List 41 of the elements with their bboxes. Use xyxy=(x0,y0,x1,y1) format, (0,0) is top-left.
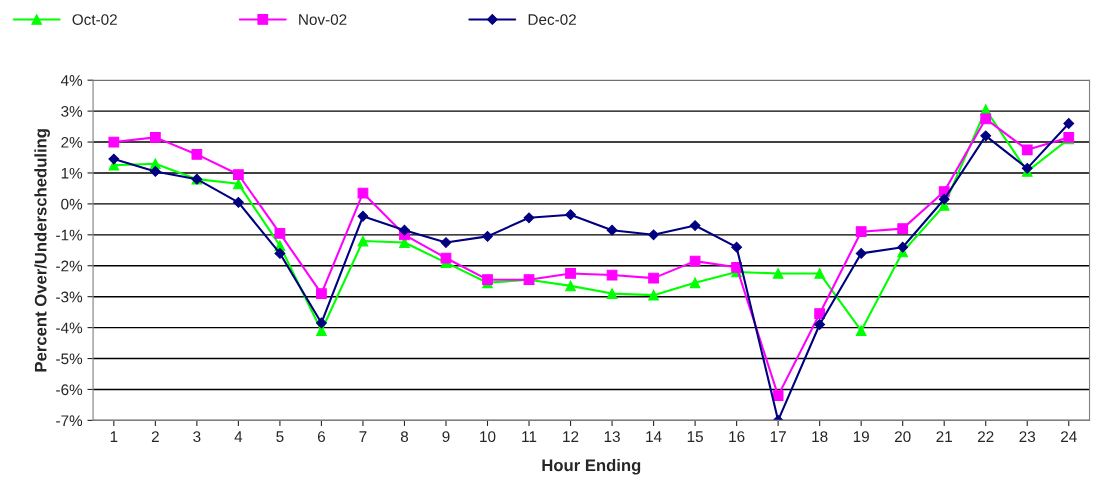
y-tick-label: -5% xyxy=(56,353,83,365)
x-tick-label: 9 xyxy=(442,431,450,443)
y-tick-label: 2% xyxy=(61,136,83,148)
y-tick-label: -4% xyxy=(56,322,83,334)
x-tick-label: 8 xyxy=(400,431,409,443)
y-tick-label: 3% xyxy=(61,105,83,117)
x-tick-label: 23 xyxy=(1019,431,1036,443)
y-tick-label: -1% xyxy=(56,229,83,241)
y-tick-label: 4% xyxy=(60,75,83,86)
x-tick-label: 16 xyxy=(729,431,745,443)
x-axis-title: Hour Ending xyxy=(542,458,641,475)
y-tick-label: 0% xyxy=(61,198,83,210)
x-tick-label: 6 xyxy=(317,431,326,443)
y-axis-title: Percent Over/Underscheduling xyxy=(34,129,50,372)
y-tick-label: -6% xyxy=(56,384,83,396)
y-tick-label: -2% xyxy=(56,260,83,272)
x-tick-label: 11 xyxy=(522,431,537,442)
x-tick-label: 5 xyxy=(276,431,284,443)
y-tick-label: -7% xyxy=(56,415,83,427)
x-tick-label: 18 xyxy=(812,431,828,443)
x-tick-label: 17 xyxy=(770,431,786,442)
x-tick-label: 10 xyxy=(480,431,496,443)
x-tick-label: 7 xyxy=(359,431,367,442)
legend-label: Nov-02 xyxy=(299,14,347,25)
x-tick-label: 20 xyxy=(894,431,911,443)
legend-label: Oct-02 xyxy=(72,14,117,25)
x-tick-label: 4 xyxy=(234,431,243,442)
x-tick-label: 12 xyxy=(563,431,579,442)
y-tick-label: -3% xyxy=(56,291,83,303)
x-tick-label: 21 xyxy=(936,431,952,442)
x-tick-label: 24 xyxy=(1061,431,1077,442)
x-tick-label: 2 xyxy=(151,431,159,442)
legend-label: Dec-02 xyxy=(528,14,576,25)
x-tick-label: 14 xyxy=(646,431,662,442)
x-tick-label: 22 xyxy=(978,431,994,442)
x-tick-label: 13 xyxy=(604,431,620,443)
x-tick-label: 1 xyxy=(110,431,118,442)
x-tick-label: 3 xyxy=(193,431,201,443)
y-tick-label: 1% xyxy=(61,167,83,179)
x-tick-label: 19 xyxy=(853,431,869,443)
x-tick-label: 15 xyxy=(687,431,703,443)
